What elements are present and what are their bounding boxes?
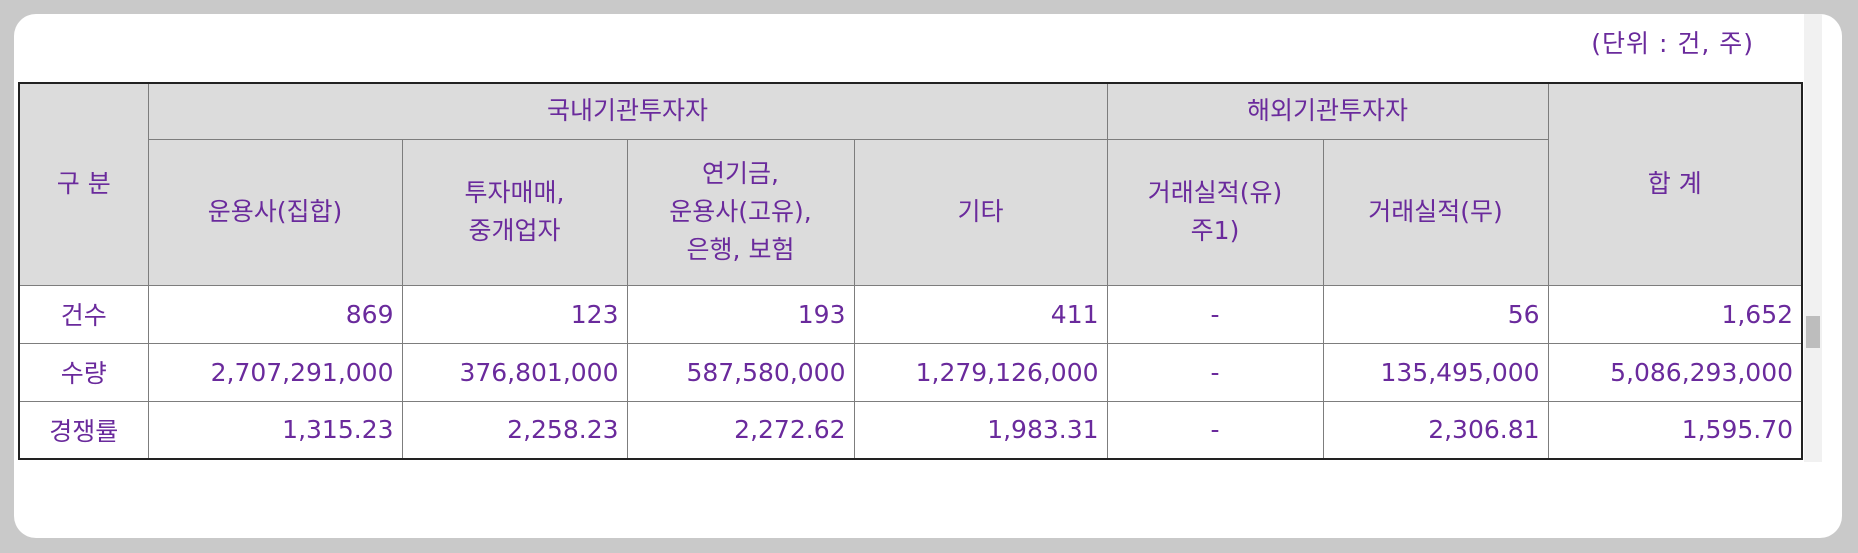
header-sub: 거래실적(무) bbox=[1322, 138, 1549, 286]
table-cell: 56 bbox=[1322, 284, 1549, 344]
content-card: (단위 : 건, 주) 구 분 국내기관투자자 해외기관투자자 합 계 운용사(… bbox=[14, 14, 1842, 538]
row-label: 건수 bbox=[18, 284, 149, 344]
table-cell: 869 bbox=[147, 284, 403, 344]
table-cell: 5,086,293,000 bbox=[1547, 342, 1803, 402]
header-sub: 운용사(집합) bbox=[147, 138, 403, 286]
table-cell: 2,306.81 bbox=[1322, 400, 1549, 460]
row-label: 경쟁률 bbox=[18, 400, 149, 460]
allocation-table: 구 분 국내기관투자자 해외기관투자자 합 계 운용사(집합) 투자매매, 중개… bbox=[18, 82, 1804, 460]
table-cell: 135,495,000 bbox=[1322, 342, 1549, 402]
table-cell: 123 bbox=[401, 284, 628, 344]
table-cell: 1,983.31 bbox=[853, 400, 1108, 460]
table-cell: 1,595.70 bbox=[1547, 400, 1803, 460]
row-label: 수량 bbox=[18, 342, 149, 402]
unit-label: (단위 : 건, 주) bbox=[1591, 29, 1754, 58]
table-cell: 1,652 bbox=[1547, 284, 1803, 344]
header-sub: 연기금, 운용사(고유), 은행, 보험 bbox=[626, 138, 855, 286]
table-cell: 587,580,000 bbox=[626, 342, 855, 402]
table-cell: - bbox=[1106, 400, 1324, 460]
table-cell: - bbox=[1106, 342, 1324, 402]
scrollbar-thumb[interactable] bbox=[1806, 316, 1820, 348]
table-cell: - bbox=[1106, 284, 1324, 344]
header-sub: 기타 bbox=[853, 138, 1108, 286]
table-row: 경쟁률 1,315.23 2,258.23 2,272.62 1,983.31 … bbox=[18, 400, 1803, 460]
table-row: 수량 2,707,291,000 376,801,000 587,580,000… bbox=[18, 342, 1803, 402]
table-cell: 2,272.62 bbox=[626, 400, 855, 460]
table-cell: 411 bbox=[853, 284, 1108, 344]
header-sub: 투자매매, 중개업자 bbox=[401, 138, 628, 286]
header-foreign-investors: 해외기관투자자 bbox=[1106, 82, 1549, 140]
header-category: 구 분 bbox=[18, 82, 149, 286]
table-cell: 376,801,000 bbox=[401, 342, 628, 402]
header-sub: 거래실적(유) 주1) bbox=[1106, 138, 1324, 286]
table-cell: 1,315.23 bbox=[147, 400, 403, 460]
vertical-scrollbar[interactable] bbox=[1804, 14, 1822, 462]
header-total: 합 계 bbox=[1547, 82, 1803, 286]
header-domestic-investors: 국내기관투자자 bbox=[147, 82, 1108, 140]
table-cell: 2,258.23 bbox=[401, 400, 628, 460]
table-cell: 1,279,126,000 bbox=[853, 342, 1108, 402]
table-cell: 193 bbox=[626, 284, 855, 344]
table-cell: 2,707,291,000 bbox=[147, 342, 403, 402]
table-row: 건수 869 123 193 411 - 56 1,652 bbox=[18, 284, 1803, 344]
